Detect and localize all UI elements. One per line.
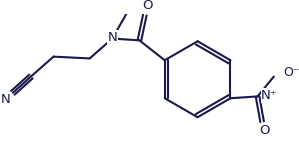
Text: O: O <box>142 0 153 13</box>
Text: O: O <box>260 124 270 137</box>
Text: N: N <box>107 31 117 44</box>
Text: O⁻: O⁻ <box>283 66 299 78</box>
Text: O: O <box>142 0 153 13</box>
Text: N: N <box>1 93 10 106</box>
Text: N⁺: N⁺ <box>261 89 278 102</box>
